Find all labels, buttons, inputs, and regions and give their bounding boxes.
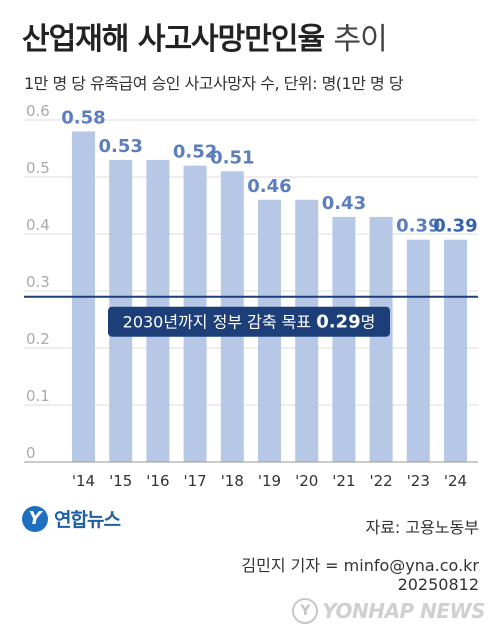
bar bbox=[406, 239, 430, 462]
chart-subtitle: 1만 명 당 유족급여 승인 사고사망자 수, 단위: 명(1만 명 당 bbox=[24, 74, 404, 93]
target-label-value: 0.29 bbox=[316, 312, 360, 333]
logo-text: 연합뉴스 bbox=[54, 509, 121, 531]
x-tick-label: '21 bbox=[332, 472, 355, 490]
y-tick-label: 0.3 bbox=[26, 273, 50, 291]
credit: 김민지 기자 = minfo@yna.co.kr 20250812 bbox=[241, 556, 479, 594]
chart-title: 산업재해 사고사망만인율 추이 bbox=[22, 14, 388, 58]
yonhap-logo-icon: Y bbox=[22, 505, 48, 532]
y-tick-label: 0.5 bbox=[26, 159, 50, 177]
credit-date: 20250812 bbox=[397, 575, 479, 594]
x-tick-label: '19 bbox=[258, 472, 281, 490]
bar bbox=[369, 216, 393, 462]
source-note: 자료: 고용노동부 bbox=[365, 518, 479, 537]
x-tick-label: '18 bbox=[221, 472, 244, 490]
bar-chart: 0 0.1 0.2 0.3 0.4 0.5 0.6 '14 '15 '16 '17 '18 '19 '20… bbox=[24, 102, 478, 490]
y-tick-label: 0.2 bbox=[26, 330, 50, 348]
data-label: 0.39 bbox=[433, 216, 477, 237]
watermark-logo-icon: Y bbox=[292, 598, 319, 624]
target-label: 2030년까지 정부 감축 목표 0.29명 bbox=[123, 312, 376, 333]
y-tick-label: 0.6 bbox=[26, 102, 50, 120]
x-tick-label: '24 bbox=[444, 472, 467, 490]
data-label: 0.43 bbox=[322, 193, 366, 214]
data-label: 0.52 bbox=[173, 142, 217, 163]
x-tick-label: '20 bbox=[295, 472, 318, 490]
bar bbox=[444, 239, 467, 462]
target-label-prefix: 2030년까지 정부 감축 목표 bbox=[123, 313, 317, 332]
y-tick-label: 0.4 bbox=[26, 216, 50, 234]
y-tick-label: 0 bbox=[26, 444, 36, 462]
credit-reporter: 김민지 기자 = minfo@yna.co.kr bbox=[241, 556, 479, 575]
target-label-suffix: 명 bbox=[361, 313, 376, 332]
y-tick-label: 0.1 bbox=[26, 387, 50, 405]
data-label: 0.51 bbox=[210, 147, 254, 168]
title-suffix: 추이 bbox=[333, 22, 388, 57]
target-label-box bbox=[108, 306, 390, 337]
data-label: 0.53 bbox=[98, 136, 142, 157]
data-label: 0.39 bbox=[396, 216, 440, 237]
data-label: 0.58 bbox=[61, 107, 105, 128]
yonhap-logo: Y 연합뉴스 bbox=[22, 505, 121, 532]
x-tick-label: '15 bbox=[109, 472, 132, 490]
x-tick-label: '23 bbox=[407, 472, 430, 490]
x-tick-label: '16 bbox=[146, 472, 169, 490]
x-tick-label: '22 bbox=[369, 472, 392, 490]
bar bbox=[332, 216, 356, 462]
watermark-text: YONHAP NEWS bbox=[322, 599, 485, 623]
x-tick-label: '17 bbox=[183, 472, 206, 490]
watermark: Y YONHAP NEWS bbox=[292, 598, 485, 624]
data-label: 0.46 bbox=[247, 176, 291, 197]
title-main: 산업재해 사고사망만인율 bbox=[22, 22, 325, 57]
x-tick-label: '14 bbox=[72, 472, 95, 490]
